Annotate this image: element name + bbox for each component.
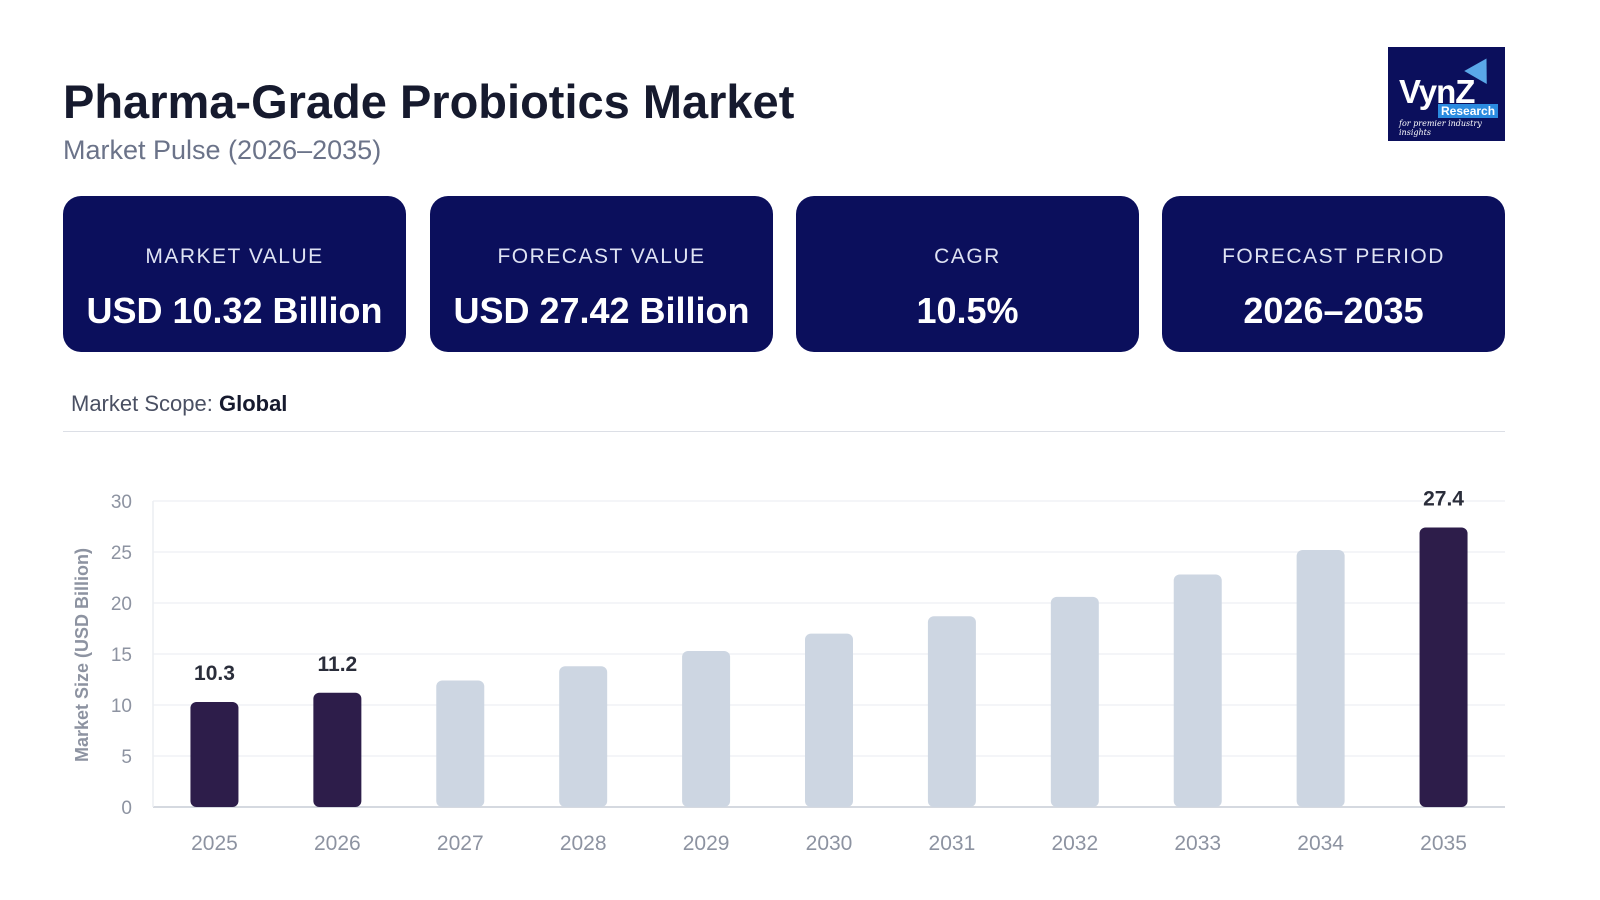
cagr-card: CAGR 10.5% bbox=[796, 196, 1139, 352]
y-tick-label: 10 bbox=[111, 696, 132, 717]
card-value: USD 10.32 Billion bbox=[86, 290, 383, 331]
logo-sub: Research bbox=[1438, 104, 1499, 118]
market-value-card: MARKET VALUE USD 10.32 Billion bbox=[63, 196, 406, 352]
x-tick-label: 2028 bbox=[560, 832, 607, 855]
card-label: FORECAST PERIOD bbox=[1222, 245, 1445, 268]
x-tick-label: 2025 bbox=[191, 832, 238, 855]
bar-2030 bbox=[805, 633, 853, 807]
forecast-period-card: FORECAST PERIOD 2026–2035 bbox=[1162, 196, 1505, 352]
bar-2031 bbox=[927, 616, 976, 807]
x-tick-label: 2027 bbox=[437, 832, 484, 855]
y-tick-label: 25 bbox=[111, 543, 132, 564]
market-scope: Market Scope: Global bbox=[71, 391, 287, 417]
scope-value: Global bbox=[218, 391, 288, 416]
card-label: MARKET VALUE bbox=[145, 245, 324, 268]
logo-tagline: for premier industry insights bbox=[1399, 119, 1482, 137]
x-tick-label: 2034 bbox=[1297, 832, 1344, 855]
x-tick-label: 2035 bbox=[1420, 832, 1467, 855]
page-subtitle: Market Pulse (2026–2035) bbox=[63, 135, 382, 165]
y-tick-label: 20 bbox=[111, 594, 132, 615]
bar-2028 bbox=[559, 666, 608, 807]
data-label: 27.4 bbox=[1423, 488, 1464, 511]
forecast-value-card: FORECAST VALUE USD 27.42 Billion bbox=[430, 196, 773, 352]
vynz-logo: VynZ Research for premier industry insig… bbox=[1388, 47, 1505, 141]
y-tick-label: 0 bbox=[121, 798, 132, 819]
y-tick-label: 30 bbox=[111, 492, 132, 513]
card-label: CAGR bbox=[934, 245, 1001, 268]
data-label: 10.3 bbox=[194, 662, 235, 685]
card-value: USD 27.42 Billion bbox=[453, 290, 750, 331]
bar-2032 bbox=[1050, 596, 1099, 807]
card-label: FORECAST VALUE bbox=[497, 245, 706, 268]
page-title: Pharma-Grade Probiotics Market bbox=[63, 75, 795, 128]
x-tick-label: 2030 bbox=[806, 832, 853, 855]
card-value: 2026–2035 bbox=[1243, 290, 1424, 331]
x-tick-label: 2032 bbox=[1051, 832, 1098, 855]
bar-2035 bbox=[1419, 527, 1468, 807]
bar-2025 bbox=[190, 701, 239, 807]
bar-2034 bbox=[1296, 549, 1345, 807]
x-tick-label: 2031 bbox=[929, 832, 976, 855]
divider bbox=[63, 431, 1505, 432]
bar-2033 bbox=[1173, 574, 1222, 807]
x-tick-label: 2029 bbox=[683, 832, 730, 855]
bar-2029 bbox=[682, 650, 731, 807]
y-tick-label: 15 bbox=[111, 645, 132, 666]
bar-2027 bbox=[436, 680, 485, 807]
scope-label: Market Scope: bbox=[71, 391, 213, 416]
data-label: 11.2 bbox=[318, 653, 358, 676]
bar-2026 bbox=[313, 692, 362, 807]
x-tick-label: 2026 bbox=[314, 832, 361, 855]
y-axis-title: Market Size (USD Billion) bbox=[72, 548, 92, 762]
card-value: 10.5% bbox=[916, 290, 1019, 331]
y-tick-label: 5 bbox=[121, 747, 132, 768]
logo-text: VynZ bbox=[1399, 73, 1475, 110]
x-tick-label: 2033 bbox=[1174, 832, 1221, 855]
